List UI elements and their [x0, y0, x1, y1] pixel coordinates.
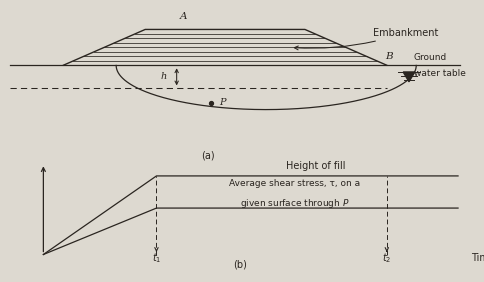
Text: Time: Time [470, 253, 484, 263]
Text: $t_2$: $t_2$ [382, 252, 392, 265]
Text: given surface through $P$: given surface through $P$ [240, 197, 349, 210]
Text: h: h [161, 72, 167, 81]
Text: B: B [385, 52, 393, 61]
Text: Embankment: Embankment [294, 28, 438, 50]
Text: $t_1$: $t_1$ [152, 252, 161, 265]
Text: Average shear stress, τ, on a: Average shear stress, τ, on a [229, 179, 360, 188]
Text: A: A [180, 12, 188, 21]
Text: Ground: Ground [414, 53, 447, 62]
Text: water table: water table [414, 69, 466, 78]
Text: Height of fill: Height of fill [286, 160, 346, 171]
Text: (b): (b) [233, 259, 247, 270]
Text: (a): (a) [201, 151, 215, 161]
Text: P: P [219, 98, 226, 107]
Polygon shape [403, 72, 415, 82]
